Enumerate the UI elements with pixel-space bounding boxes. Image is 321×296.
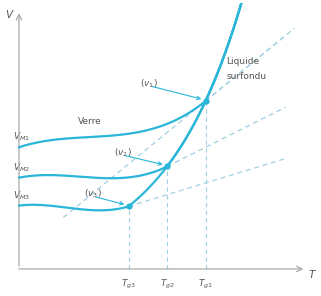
Text: $T_{g2}$: $T_{g2}$ [160,278,175,291]
Text: $(v_3)$: $(v_3)$ [84,187,102,200]
Text: $(v_2)$: $(v_2)$ [114,146,132,159]
Text: $V_{M2}$: $V_{M2}$ [13,161,30,174]
Text: $V_{M1}$: $V_{M1}$ [13,131,30,144]
Text: surfondu: surfondu [226,72,266,81]
Text: Verre: Verre [78,118,102,126]
Text: Liquide: Liquide [226,57,259,66]
Text: $T_{g3}$: $T_{g3}$ [121,278,136,291]
Text: $V$: $V$ [5,8,14,20]
Text: $T$: $T$ [308,268,317,280]
Text: $T_{g1}$: $T_{g1}$ [198,278,213,291]
Text: $V_{M3}$: $V_{M3}$ [13,189,30,202]
Text: $(v_1)$: $(v_1)$ [140,77,158,89]
